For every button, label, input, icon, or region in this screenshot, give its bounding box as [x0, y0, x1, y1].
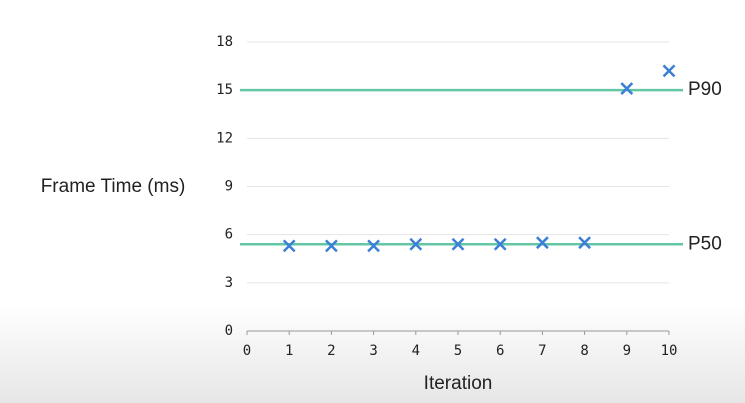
y-tick-label: 15 — [216, 82, 233, 98]
x-tick-label: 4 — [412, 343, 420, 359]
marker — [662, 64, 676, 78]
x-tick-label: 5 — [454, 343, 462, 359]
x-tick-label: 10 — [661, 343, 678, 359]
reference-label: P50 — [688, 233, 722, 254]
y-axis-label: Frame Time (ms) — [41, 176, 186, 197]
x-axis-label: Iteration — [424, 373, 493, 394]
y-tick-label: 6 — [225, 227, 233, 243]
x-tick-label: 1 — [285, 343, 293, 359]
x-tick-label: 3 — [369, 343, 377, 359]
marker — [451, 237, 465, 251]
marker — [493, 237, 507, 251]
x-tick-label: 2 — [327, 343, 335, 359]
y-tick-label: 12 — [216, 130, 233, 146]
x-tick-label: 7 — [538, 343, 546, 359]
x-tick-label: 8 — [580, 343, 588, 359]
y-tick-label: 0 — [225, 323, 233, 339]
marker — [578, 236, 591, 250]
marker — [325, 239, 338, 253]
x-tick-label: 0 — [243, 343, 251, 359]
marker — [620, 82, 634, 95]
x-tick-label: 6 — [496, 343, 504, 359]
y-tick-label: 18 — [216, 34, 233, 50]
marker — [367, 239, 380, 253]
x-tick-label: 9 — [623, 343, 631, 359]
marker — [536, 236, 549, 250]
marker — [282, 239, 296, 253]
y-tick-label: 3 — [225, 275, 233, 291]
reference-label: P90 — [688, 79, 722, 100]
marker — [409, 237, 423, 251]
y-tick-label: 9 — [225, 179, 233, 195]
